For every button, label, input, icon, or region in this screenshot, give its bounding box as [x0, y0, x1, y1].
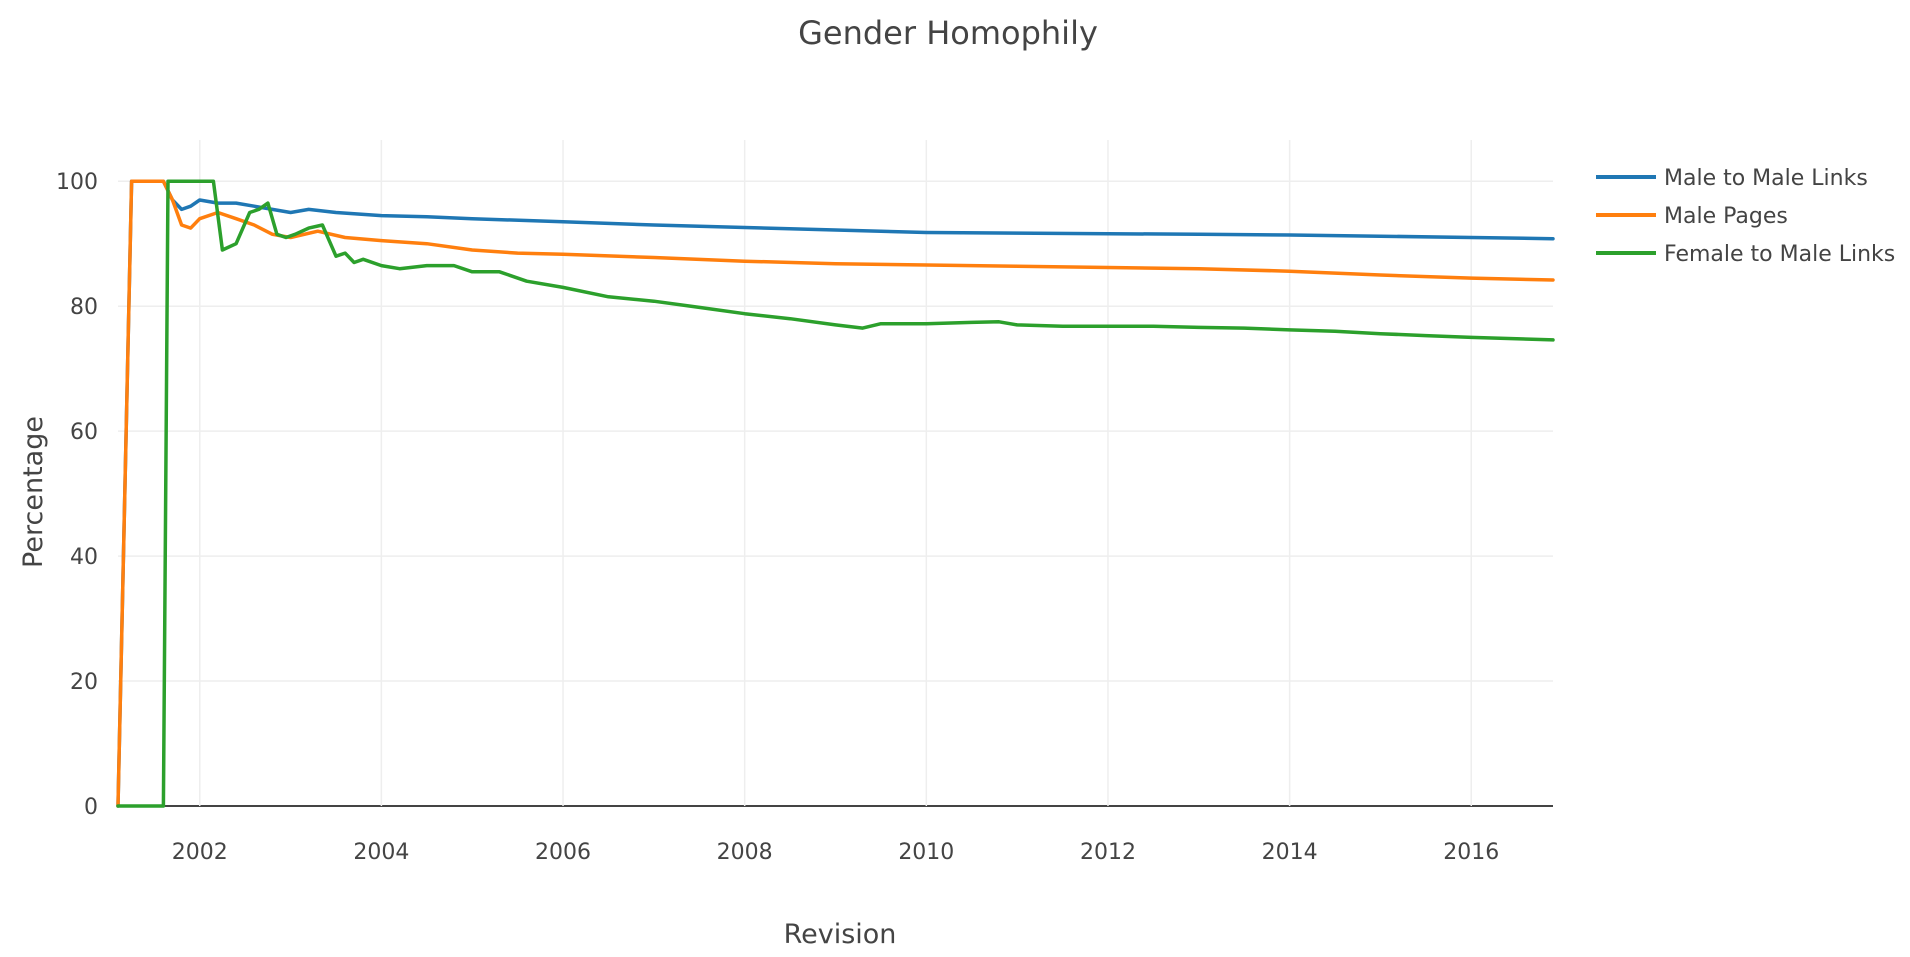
x-tick-label: 2012 — [1080, 840, 1136, 865]
x-tick-label: 2004 — [353, 840, 409, 865]
y-tick-label: 100 — [56, 170, 98, 195]
y-tick-label: 60 — [70, 420, 98, 445]
x-tick-label: 2010 — [898, 840, 954, 865]
x-axis-ticks: 2002 2004 2006 2008 2010 2012 2014 2016 — [172, 840, 1500, 865]
y-axis-ticks: 0 20 40 60 80 100 — [56, 170, 98, 820]
legend-label: Male Pages — [1664, 204, 1788, 229]
series-line-3[interactable] — [116, 179, 1555, 808]
x-tick-label: 2016 — [1443, 840, 1499, 865]
legend[interactable]: Male to Male Links Male Pages Female to Ma… — [1596, 166, 1895, 267]
legend-item-2[interactable]: Male Pages — [1596, 204, 1788, 229]
x-tick-label: 2008 — [717, 840, 773, 865]
y-tick-label: 0 — [84, 795, 98, 820]
gridlines — [118, 140, 1553, 807]
y-tick-label: 40 — [70, 545, 98, 570]
series-lines — [116, 179, 1555, 808]
series-line-1[interactable] — [116, 179, 1555, 808]
x-tick-label: 2006 — [535, 840, 591, 865]
y-axis-title: Percentage — [18, 416, 49, 568]
x-tick-label: 2014 — [1262, 840, 1318, 865]
legend-label: Male to Male Links — [1664, 166, 1868, 191]
y-tick-label: 80 — [70, 295, 98, 320]
series-line-2[interactable] — [116, 179, 1555, 808]
y-tick-label: 20 — [70, 670, 98, 695]
legend-item-3[interactable]: Female to Male Links — [1596, 242, 1895, 267]
legend-item-1[interactable]: Male to Male Links — [1596, 166, 1868, 191]
chart-title: Gender Homophily — [798, 14, 1098, 52]
legend-label: Female to Male Links — [1664, 242, 1895, 267]
x-axis-title: Revision — [784, 919, 897, 950]
x-tick-label: 2002 — [172, 840, 228, 865]
